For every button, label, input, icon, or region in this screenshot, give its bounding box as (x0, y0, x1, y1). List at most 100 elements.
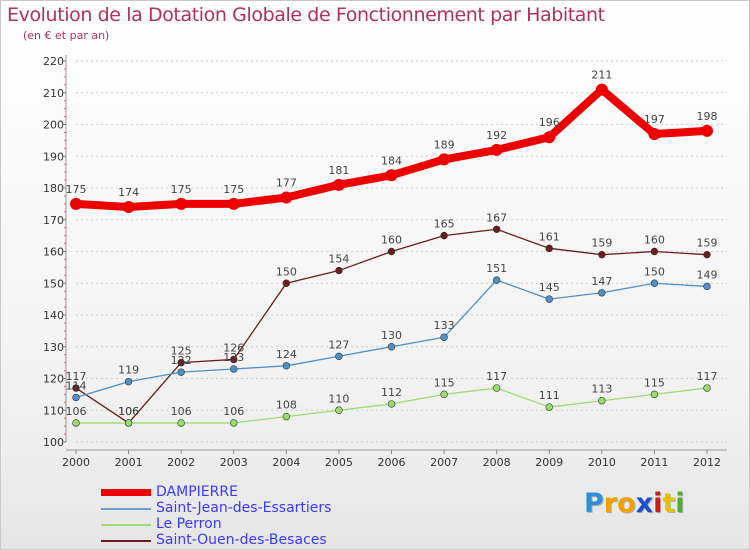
data-label-le-perron: 117 (486, 370, 507, 383)
data-point-le-perron (282, 412, 291, 421)
legend-label: Saint-Ouen-des-Besaces (156, 532, 327, 548)
x-tick-label: 2009 (535, 456, 563, 469)
data-point-saint-jean-des-essartiers (492, 276, 501, 284)
legend-label: Le Perron (156, 516, 222, 532)
legend-swatch (101, 524, 151, 526)
data-label-dampierre: 189 (434, 138, 455, 151)
x-tick-label: 2010 (588, 456, 616, 469)
data-point-le-perron (335, 406, 343, 414)
y-tick-label: 140 (43, 309, 64, 322)
data-label-dampierre: 184 (381, 154, 402, 167)
x-tick-label: 2004 (272, 456, 300, 469)
data-label-saint-jean-des-essartiers: 133 (434, 319, 455, 332)
data-label-saint-jean-des-essartiers: 123 (223, 351, 244, 364)
data-label-saint-ouen-des-besaces: 117 (66, 370, 87, 383)
data-point-saint-ouen-des-besaces (440, 231, 448, 240)
logo-letter: P (584, 488, 604, 519)
data-label-dampierre: 175 (223, 183, 244, 196)
data-label-saint-jean-des-essartiers: 145 (539, 281, 560, 294)
data-point-le-perron (72, 419, 80, 427)
data-label-saint-ouen-des-besaces: 125 (171, 345, 192, 358)
data-label-saint-ouen-des-besaces: 160 (644, 234, 665, 247)
data-label-le-perron: 115 (644, 376, 665, 389)
data-label-le-perron: 106 (171, 405, 192, 418)
data-point-saint-jean-des-essartiers (545, 295, 553, 303)
data-point-saint-jean-des-essartiers (598, 289, 606, 297)
data-label-dampierre: 197 (644, 113, 665, 126)
data-point-saint-jean-des-essartiers (440, 333, 448, 341)
data-label-saint-jean-des-essartiers: 151 (486, 262, 507, 275)
data-point-saint-ouen-des-besaces (282, 279, 291, 287)
x-tick-label: 2000 (62, 456, 90, 469)
y-tick-label: 110 (43, 404, 64, 417)
data-point-saint-jean-des-essartiers (124, 377, 133, 386)
data-label-saint-jean-des-essartiers: 150 (644, 265, 665, 278)
data-point-dampierre (70, 197, 82, 210)
data-point-le-perron (230, 419, 238, 427)
data-label-saint-ouen-des-besaces: 154 (328, 253, 349, 266)
logo-letter: t (662, 488, 676, 519)
x-tick-label: 2005 (325, 456, 353, 469)
proxiti-logo: Proxiti (584, 488, 685, 519)
legend-swatch (101, 489, 151, 496)
x-tick-label: 2008 (483, 456, 511, 469)
y-tick-label: 160 (43, 246, 64, 259)
data-label-dampierre: 211 (591, 69, 612, 82)
data-point-saint-ouen-des-besaces (598, 250, 606, 259)
data-label-dampierre: 175 (66, 183, 87, 196)
y-tick-label: 150 (43, 277, 64, 290)
data-point-le-perron (545, 403, 553, 411)
data-label-saint-jean-des-essartiers: 124 (276, 348, 297, 361)
data-label-saint-jean-des-essartiers: 147 (591, 275, 612, 288)
data-point-saint-ouen-des-besaces (650, 247, 659, 256)
data-point-saint-jean-des-essartiers (72, 393, 80, 402)
legend-label: DAMPIERRE (156, 484, 238, 500)
data-label-le-perron: 106 (223, 405, 244, 418)
data-point-saint-jean-des-essartiers (335, 352, 343, 360)
data-point-saint-jean-des-essartiers (230, 365, 238, 373)
data-point-le-perron (387, 400, 396, 408)
data-point-dampierre (595, 83, 608, 96)
data-label-saint-ouen-des-besaces: 150 (276, 265, 297, 278)
data-point-dampierre (385, 169, 398, 182)
y-tick-label: 170 (43, 214, 64, 227)
data-label-le-perron: 113 (591, 383, 612, 396)
y-tick-label: 100 (43, 436, 64, 449)
data-label-saint-ouen-des-besaces: 126 (223, 341, 244, 354)
data-label-saint-jean-des-essartiers: 119 (118, 364, 139, 377)
chart-subtitle: (en € et par an) (23, 29, 110, 42)
data-label-saint-ouen-des-besaces: 159 (591, 237, 612, 250)
data-point-le-perron (703, 384, 711, 392)
data-point-dampierre (175, 197, 188, 210)
data-point-dampierre (227, 197, 240, 210)
data-label-saint-ouen-des-besaces: 161 (539, 230, 560, 243)
data-point-saint-ouen-des-besaces (72, 384, 80, 392)
x-tick-label: 2001 (115, 456, 143, 469)
data-point-saint-jean-des-essartiers (703, 282, 711, 291)
data-label-saint-jean-des-essartiers: 149 (697, 268, 718, 281)
data-label-le-perron: 115 (434, 376, 455, 389)
logo-letter: r (603, 488, 618, 519)
data-point-saint-ouen-des-besaces (335, 266, 343, 275)
y-tick-label: 180 (43, 182, 64, 195)
data-label-saint-jean-des-essartiers: 122 (171, 354, 192, 367)
data-label-saint-jean-des-essartiers: 130 (381, 329, 402, 342)
data-label-saint-ouen-des-besaces: 159 (697, 237, 718, 250)
data-point-le-perron (492, 384, 501, 392)
logo-letter: i (653, 488, 663, 519)
y-tick-label: 190 (43, 150, 64, 163)
logo-letter: i (675, 488, 685, 519)
data-point-dampierre (648, 128, 661, 141)
data-label-le-perron: 112 (381, 386, 402, 399)
data-label-le-perron: 106 (118, 405, 139, 418)
data-point-saint-jean-des-essartiers (282, 362, 291, 370)
x-tick-label: 2011 (640, 456, 668, 469)
data-point-le-perron (124, 419, 133, 427)
data-label-dampierre: 175 (171, 183, 192, 196)
data-point-dampierre (543, 131, 556, 144)
y-tick-label: 200 (43, 119, 64, 132)
data-point-saint-ouen-des-besaces (703, 250, 711, 259)
data-point-saint-ouen-des-besaces (177, 358, 185, 367)
x-tick-label: 2007 (430, 456, 458, 469)
data-label-saint-jean-des-essartiers: 127 (328, 338, 349, 351)
